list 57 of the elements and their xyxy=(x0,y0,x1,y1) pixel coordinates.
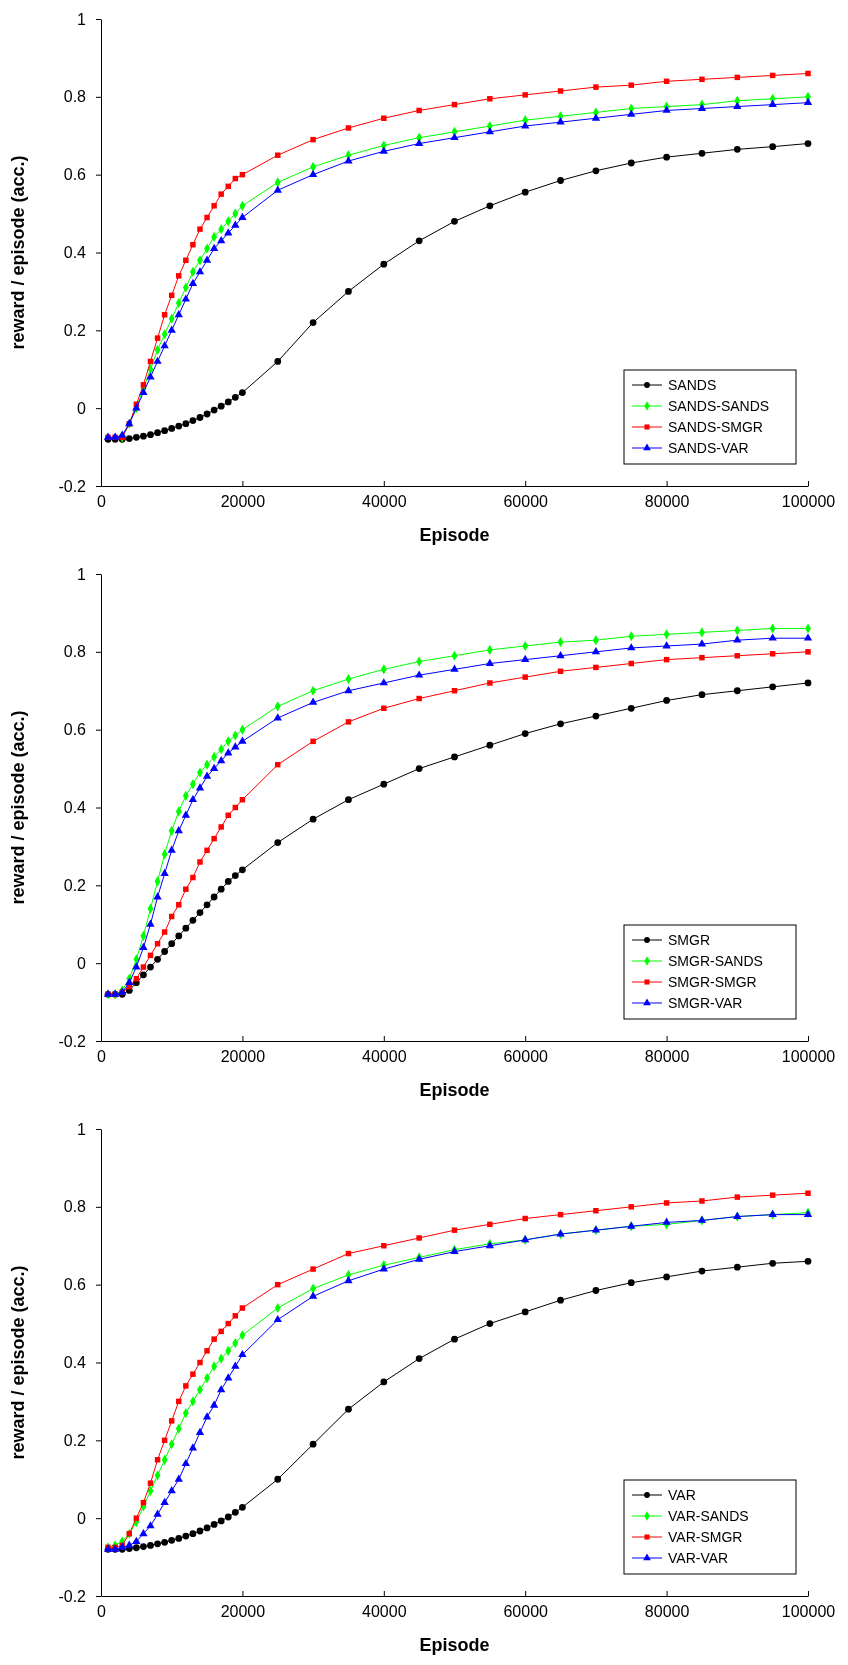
x-tick-label: 80000 xyxy=(644,1603,690,1621)
legend-label: SMGR-SANDS xyxy=(668,953,763,969)
y-tick-label: 0.6 xyxy=(63,721,87,739)
y-tick-label: 0.4 xyxy=(63,799,87,817)
legend-label: SMGR-SMGR xyxy=(668,974,757,990)
y-tick-label: 0 xyxy=(77,1509,87,1527)
y-tick-label: 0.6 xyxy=(63,1276,87,1294)
x-tick-label: 60000 xyxy=(503,1048,549,1066)
y-tick-label: 0 xyxy=(77,399,87,417)
x-tick-label: 40000 xyxy=(362,493,407,511)
legend-label: SMGR-VAR xyxy=(668,995,743,1011)
y-tick-label: -0.2 xyxy=(58,1587,87,1605)
x-tick-label: 100000 xyxy=(781,1048,836,1066)
y-tick-label: 0 xyxy=(77,954,87,972)
y-tick-label: 0.4 xyxy=(63,1354,87,1372)
legend-label: SANDS-VAR xyxy=(668,440,749,456)
x-axis-title: Episode xyxy=(419,1635,490,1655)
legend-label: SANDS-SMGR xyxy=(668,419,763,435)
y-tick-label: 1 xyxy=(77,10,87,28)
y-tick-label: -0.2 xyxy=(58,1032,87,1050)
y-tick-label: 1 xyxy=(77,1120,87,1138)
x-tick-label: 100000 xyxy=(781,493,836,511)
y-tick-label: 0.2 xyxy=(63,1431,87,1449)
x-tick-label: 40000 xyxy=(362,1603,407,1621)
legend-label: VAR-SMGR xyxy=(668,1529,743,1545)
x-tick-label: 40000 xyxy=(362,1048,407,1066)
legend-label: SANDS-SANDS xyxy=(668,398,770,414)
y-tick-label: 0.8 xyxy=(63,1198,87,1216)
x-axis-title: Episode xyxy=(419,525,490,545)
y-tick-label: 0.4 xyxy=(63,244,87,262)
y-tick-label: 1 xyxy=(77,565,87,583)
y-tick-label: 0.2 xyxy=(63,321,87,339)
x-tick-label: 20000 xyxy=(220,1048,266,1066)
y-axis-title: reward / episode (acc.) xyxy=(8,155,28,350)
y-tick-label: 0.2 xyxy=(63,876,87,894)
y-tick-label: 0.6 xyxy=(63,166,87,184)
y-axis-title: reward / episode (acc.) xyxy=(8,1265,28,1460)
legend-label: SANDS xyxy=(668,377,717,393)
x-tick-label: 80000 xyxy=(644,493,690,511)
legend-label: SMGR xyxy=(668,932,710,948)
legend-label: VAR-VAR xyxy=(668,1550,729,1566)
x-tick-label: 20000 xyxy=(220,1603,266,1621)
x-tick-label: 0 xyxy=(97,493,107,511)
x-tick-label: 80000 xyxy=(644,1048,690,1066)
x-tick-label: 60000 xyxy=(503,1603,549,1621)
x-tick-label: 0 xyxy=(97,1603,107,1621)
legend-label: VAR-SANDS xyxy=(668,1508,749,1524)
x-tick-label: 0 xyxy=(97,1048,107,1066)
x-tick-label: 60000 xyxy=(503,493,549,511)
legend-label: VAR xyxy=(668,1487,696,1503)
x-tick-label: 20000 xyxy=(220,493,266,511)
x-axis-title: Episode xyxy=(419,1080,490,1100)
y-axis-title: reward / episode (acc.) xyxy=(8,710,28,905)
y-tick-label: 0.8 xyxy=(63,88,87,106)
y-tick-label: -0.2 xyxy=(58,477,87,495)
y-tick-label: 0.8 xyxy=(63,643,87,661)
x-tick-label: 100000 xyxy=(781,1603,836,1621)
